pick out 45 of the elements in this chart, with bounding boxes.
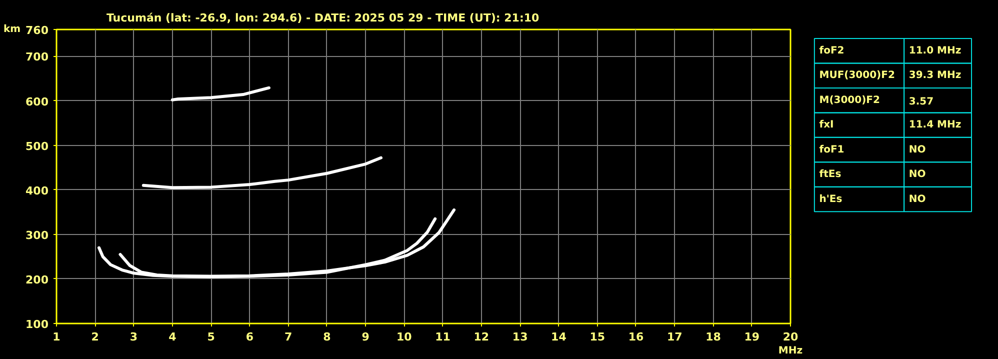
text: NO — [908, 194, 926, 205]
text: 11.0 MHz — [908, 45, 962, 56]
category-label: foF2 — [819, 45, 844, 56]
text: 11.4 MHz — [908, 120, 962, 131]
x-tick-label: 2 — [91, 330, 99, 344]
x-tick-label: 20 — [782, 330, 798, 344]
x-tick-label: 13 — [512, 330, 528, 344]
x-tick-label: 8 — [323, 330, 331, 344]
x-tick-label: 17 — [666, 330, 682, 344]
y-tick-label: 200 — [26, 273, 49, 286]
x-tick-label: 14 — [551, 330, 567, 344]
y-tick-label: 300 — [26, 228, 49, 242]
text: NO — [908, 169, 926, 180]
y-tick-label: 760 — [26, 24, 49, 37]
x-tick-label: 18 — [706, 330, 721, 344]
y-tick-label: 400 — [26, 184, 49, 198]
x-tick-label: 10 — [396, 330, 412, 344]
category-label: ftEs — [819, 169, 842, 180]
y-tick-label: 100 — [26, 318, 49, 331]
x-tick-label: 6 — [246, 330, 254, 344]
x-tick-label: 11 — [435, 330, 450, 344]
x-tick-label: 4 — [168, 330, 177, 344]
text: 3.57 — [908, 96, 934, 108]
x-tick-label: 1 — [52, 330, 60, 344]
y-tick-label: 600 — [26, 95, 49, 108]
chart-title: Tucumán (lat: -26.9, lon: 294.6) - DATE: 2025 05 29 - TIME (UT): 21:10 — [106, 12, 540, 24]
x-tick-label: 9 — [362, 330, 370, 344]
category-label: MUF(3000)F2 — [819, 70, 895, 82]
x-tick-label: 15 — [590, 330, 605, 344]
x-tick-label: 16 — [628, 330, 644, 344]
x-axis-title: MHz — [778, 346, 803, 356]
y-axis-title: km — [3, 24, 21, 35]
x-tick-label: 3 — [130, 330, 138, 344]
x-tick-label: 12 — [474, 330, 490, 344]
y-tick-label: 500 — [26, 140, 49, 153]
text: 39.3 MHz — [908, 70, 962, 82]
text: NO — [908, 144, 926, 156]
x-tick-label: 5 — [207, 330, 215, 344]
x-tick-label: 7 — [284, 330, 292, 344]
category-label: foF1 — [819, 144, 844, 156]
category-label: h'Es — [819, 194, 842, 205]
category-label: M(3000)F2 — [819, 94, 880, 106]
category-label: fxI — [819, 120, 834, 131]
x-tick-label: 19 — [744, 330, 760, 344]
y-tick-label: 700 — [26, 50, 49, 64]
